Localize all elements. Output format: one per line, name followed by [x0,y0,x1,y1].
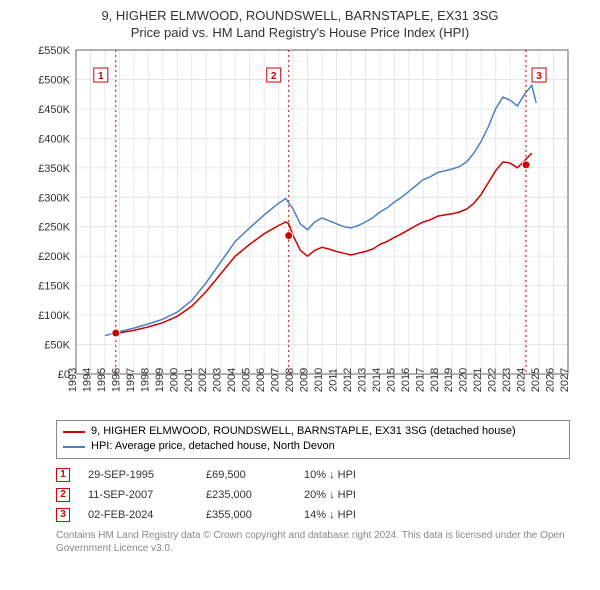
svg-text:2026: 2026 [545,368,557,392]
marker-footnotes: 1 29-SEP-1995 £69,500 10% ↓ HPI 2 11-SEP-2007… [56,465,570,525]
svg-text:2: 2 [271,71,277,82]
svg-text:2025: 2025 [530,368,542,392]
svg-text:1998: 1998 [139,368,151,392]
svg-text:£250K: £250K [38,222,70,234]
svg-text:£350K: £350K [38,163,70,175]
title-address: 9, HIGHER ELMWOOD, ROUNDSWELL, BARNSTAPL… [10,8,590,23]
svg-text:2000: 2000 [168,368,180,392]
legend-swatch [63,446,85,448]
marker-number-box: 3 [56,508,70,522]
marker-diff: 14% ↓ HPI [304,509,356,521]
svg-text:2017: 2017 [414,368,426,392]
legend: 9, HIGHER ELMWOOD, ROUNDSWELL, BARNSTAPL… [56,420,570,459]
svg-text:1999: 1999 [154,368,166,392]
svg-text:2016: 2016 [400,368,412,392]
marker-number-box: 1 [56,468,70,482]
chart-area: £0£50K£100K£150K£200K£250K£300K£350K£400… [20,44,580,414]
svg-text:2019: 2019 [443,368,455,392]
line-chart-svg: £0£50K£100K£150K£200K£250K£300K£350K£400… [20,44,580,414]
marker-price: £235,000 [206,489,286,501]
svg-text:2015: 2015 [385,368,397,392]
svg-text:£50K: £50K [44,340,70,352]
svg-text:3: 3 [536,71,542,82]
svg-text:2005: 2005 [241,368,253,392]
marker-footnote-row: 1 29-SEP-1995 £69,500 10% ↓ HPI [56,465,570,485]
svg-text:2014: 2014 [371,368,383,392]
marker-footnote-row: 2 11-SEP-2007 £235,000 20% ↓ HPI [56,485,570,505]
svg-text:2012: 2012 [342,368,354,392]
svg-text:2001: 2001 [183,368,195,392]
svg-text:2008: 2008 [284,368,296,392]
marker-date: 29-SEP-1995 [88,469,188,481]
svg-text:2011: 2011 [327,368,339,392]
svg-text:£400K: £400K [38,133,70,145]
attribution-text: Contains HM Land Registry data © Crown c… [56,529,570,555]
svg-text:2027: 2027 [559,368,571,392]
marker-diff: 10% ↓ HPI [304,469,356,481]
svg-text:2010: 2010 [313,368,325,392]
title-block: 9, HIGHER ELMWOOD, ROUNDSWELL, BARNSTAPL… [0,0,600,44]
svg-text:2006: 2006 [255,368,267,392]
svg-text:2002: 2002 [197,368,209,392]
title-subtitle: Price paid vs. HM Land Registry's House … [10,25,590,40]
svg-text:2022: 2022 [487,368,499,392]
svg-text:2020: 2020 [458,368,470,392]
legend-label: 9, HIGHER ELMWOOD, ROUNDSWELL, BARNSTAPL… [91,424,516,439]
svg-text:£150K: £150K [38,281,70,293]
svg-text:2018: 2018 [429,368,441,392]
svg-text:2013: 2013 [356,368,368,392]
svg-text:1994: 1994 [81,368,93,392]
marker-price: £355,000 [206,509,286,521]
svg-text:£500K: £500K [38,74,70,86]
svg-text:2003: 2003 [212,368,224,392]
svg-text:1: 1 [98,71,104,82]
marker-price: £69,500 [206,469,286,481]
svg-text:£300K: £300K [38,192,70,204]
marker-date: 11-SEP-2007 [88,489,188,501]
svg-text:1996: 1996 [110,368,122,392]
marker-footnote-row: 3 02-FEB-2024 £355,000 14% ↓ HPI [56,505,570,525]
legend-row: 9, HIGHER ELMWOOD, ROUNDSWELL, BARNSTAPL… [63,424,563,439]
marker-diff: 20% ↓ HPI [304,489,356,501]
legend-row: HPI: Average price, detached house, Nort… [63,439,563,454]
svg-text:1993: 1993 [67,368,79,392]
svg-text:£450K: £450K [38,104,70,116]
svg-text:2021: 2021 [472,368,484,392]
legend-label: HPI: Average price, detached house, Nort… [91,439,335,454]
svg-text:1995: 1995 [96,368,108,392]
legend-swatch [63,431,85,433]
marker-date: 02-FEB-2024 [88,509,188,521]
marker-number-box: 2 [56,488,70,502]
svg-text:2007: 2007 [270,368,282,392]
svg-text:2009: 2009 [299,368,311,392]
chart-container: 9, HIGHER ELMWOOD, ROUNDSWELL, BARNSTAPL… [0,0,600,590]
svg-text:£100K: £100K [38,310,70,322]
svg-text:1997: 1997 [125,368,137,392]
svg-text:£550K: £550K [38,45,70,57]
svg-text:2004: 2004 [226,368,238,392]
svg-text:2023: 2023 [501,368,513,392]
svg-text:£200K: £200K [38,251,70,263]
